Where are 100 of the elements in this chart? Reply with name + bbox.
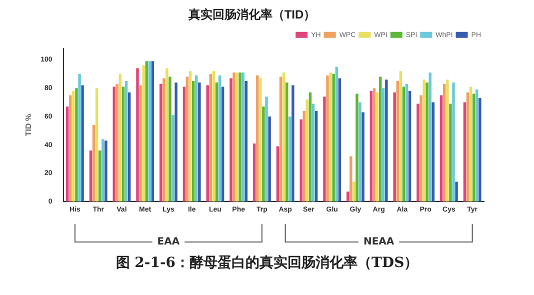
bar xyxy=(142,65,145,202)
bar xyxy=(218,75,222,202)
bar xyxy=(72,90,75,202)
bar xyxy=(452,82,455,202)
bar xyxy=(104,140,108,202)
bar xyxy=(393,92,396,202)
bar xyxy=(358,102,362,202)
bar xyxy=(420,95,422,202)
bar xyxy=(332,74,335,202)
bar xyxy=(265,96,268,202)
y-axis-title: TID % xyxy=(24,114,34,136)
bar xyxy=(81,85,84,202)
bar xyxy=(338,78,342,202)
bar xyxy=(112,86,116,202)
bar xyxy=(124,81,128,202)
bar xyxy=(212,71,216,202)
bar xyxy=(323,96,326,202)
caption: 图 2-1-6：酵母蛋白的真实回肠消化率（TDS） xyxy=(114,254,420,272)
bar xyxy=(356,94,358,202)
bar xyxy=(192,81,195,202)
text: EAA xyxy=(157,236,180,248)
bar xyxy=(443,84,446,202)
bar xyxy=(288,116,292,202)
bar xyxy=(422,80,426,202)
bar xyxy=(195,75,198,202)
bar xyxy=(136,68,139,202)
bar xyxy=(151,61,154,202)
bar xyxy=(174,82,178,202)
bar xyxy=(186,76,189,202)
bar xyxy=(122,86,125,202)
bar xyxy=(463,102,466,202)
bar xyxy=(238,72,242,202)
bar xyxy=(78,74,81,202)
bar xyxy=(282,72,286,202)
bar xyxy=(256,75,259,202)
bar xyxy=(168,76,172,202)
bar xyxy=(69,95,72,202)
bar xyxy=(446,80,449,202)
bar xyxy=(159,84,162,202)
bar xyxy=(405,84,408,202)
bar xyxy=(148,61,152,202)
bar xyxy=(285,82,288,202)
bar xyxy=(335,66,338,202)
bar xyxy=(75,88,78,202)
chart-title: 真实回肠消化率（TID） xyxy=(187,8,316,22)
bar xyxy=(262,106,265,202)
bar xyxy=(209,74,212,202)
bar xyxy=(162,78,166,202)
bar xyxy=(308,92,312,202)
bar xyxy=(372,88,376,202)
bar xyxy=(188,71,192,202)
bar xyxy=(139,85,142,202)
bar xyxy=(478,98,482,202)
bar xyxy=(376,92,379,202)
bar xyxy=(472,94,476,202)
bar xyxy=(221,86,224,202)
bar xyxy=(432,102,435,202)
bar xyxy=(102,139,104,202)
bar xyxy=(350,156,352,202)
bar xyxy=(116,84,119,202)
bar xyxy=(166,68,168,202)
bar xyxy=(118,74,122,202)
bar xyxy=(252,143,256,202)
bar xyxy=(385,80,388,202)
bar xyxy=(98,150,102,202)
bar xyxy=(466,92,470,202)
bar xyxy=(292,85,294,202)
bar xyxy=(268,116,271,202)
bar xyxy=(230,78,232,202)
bar xyxy=(326,75,329,202)
bar xyxy=(279,76,282,202)
bar xyxy=(346,192,350,202)
bar xyxy=(89,150,92,202)
bar xyxy=(276,146,280,202)
bar xyxy=(300,119,302,202)
bar xyxy=(382,88,385,202)
bar xyxy=(236,72,238,202)
bar xyxy=(399,71,402,202)
bar xyxy=(469,86,472,202)
bar xyxy=(215,82,218,202)
bar xyxy=(92,125,96,202)
bar xyxy=(352,182,356,202)
bar xyxy=(449,104,452,202)
bar xyxy=(416,104,420,202)
bar xyxy=(378,76,382,202)
bar xyxy=(206,85,209,202)
bar xyxy=(172,115,174,202)
bar xyxy=(402,86,406,202)
bar xyxy=(440,95,443,202)
bar xyxy=(66,106,69,202)
bar xyxy=(244,81,248,202)
bar xyxy=(95,88,98,202)
bar xyxy=(314,110,318,202)
bar xyxy=(242,72,245,202)
text: NEAA xyxy=(363,236,394,248)
bar xyxy=(396,81,400,202)
bar xyxy=(182,86,186,202)
bar xyxy=(312,104,315,202)
bar xyxy=(329,72,332,202)
bar xyxy=(476,90,478,202)
